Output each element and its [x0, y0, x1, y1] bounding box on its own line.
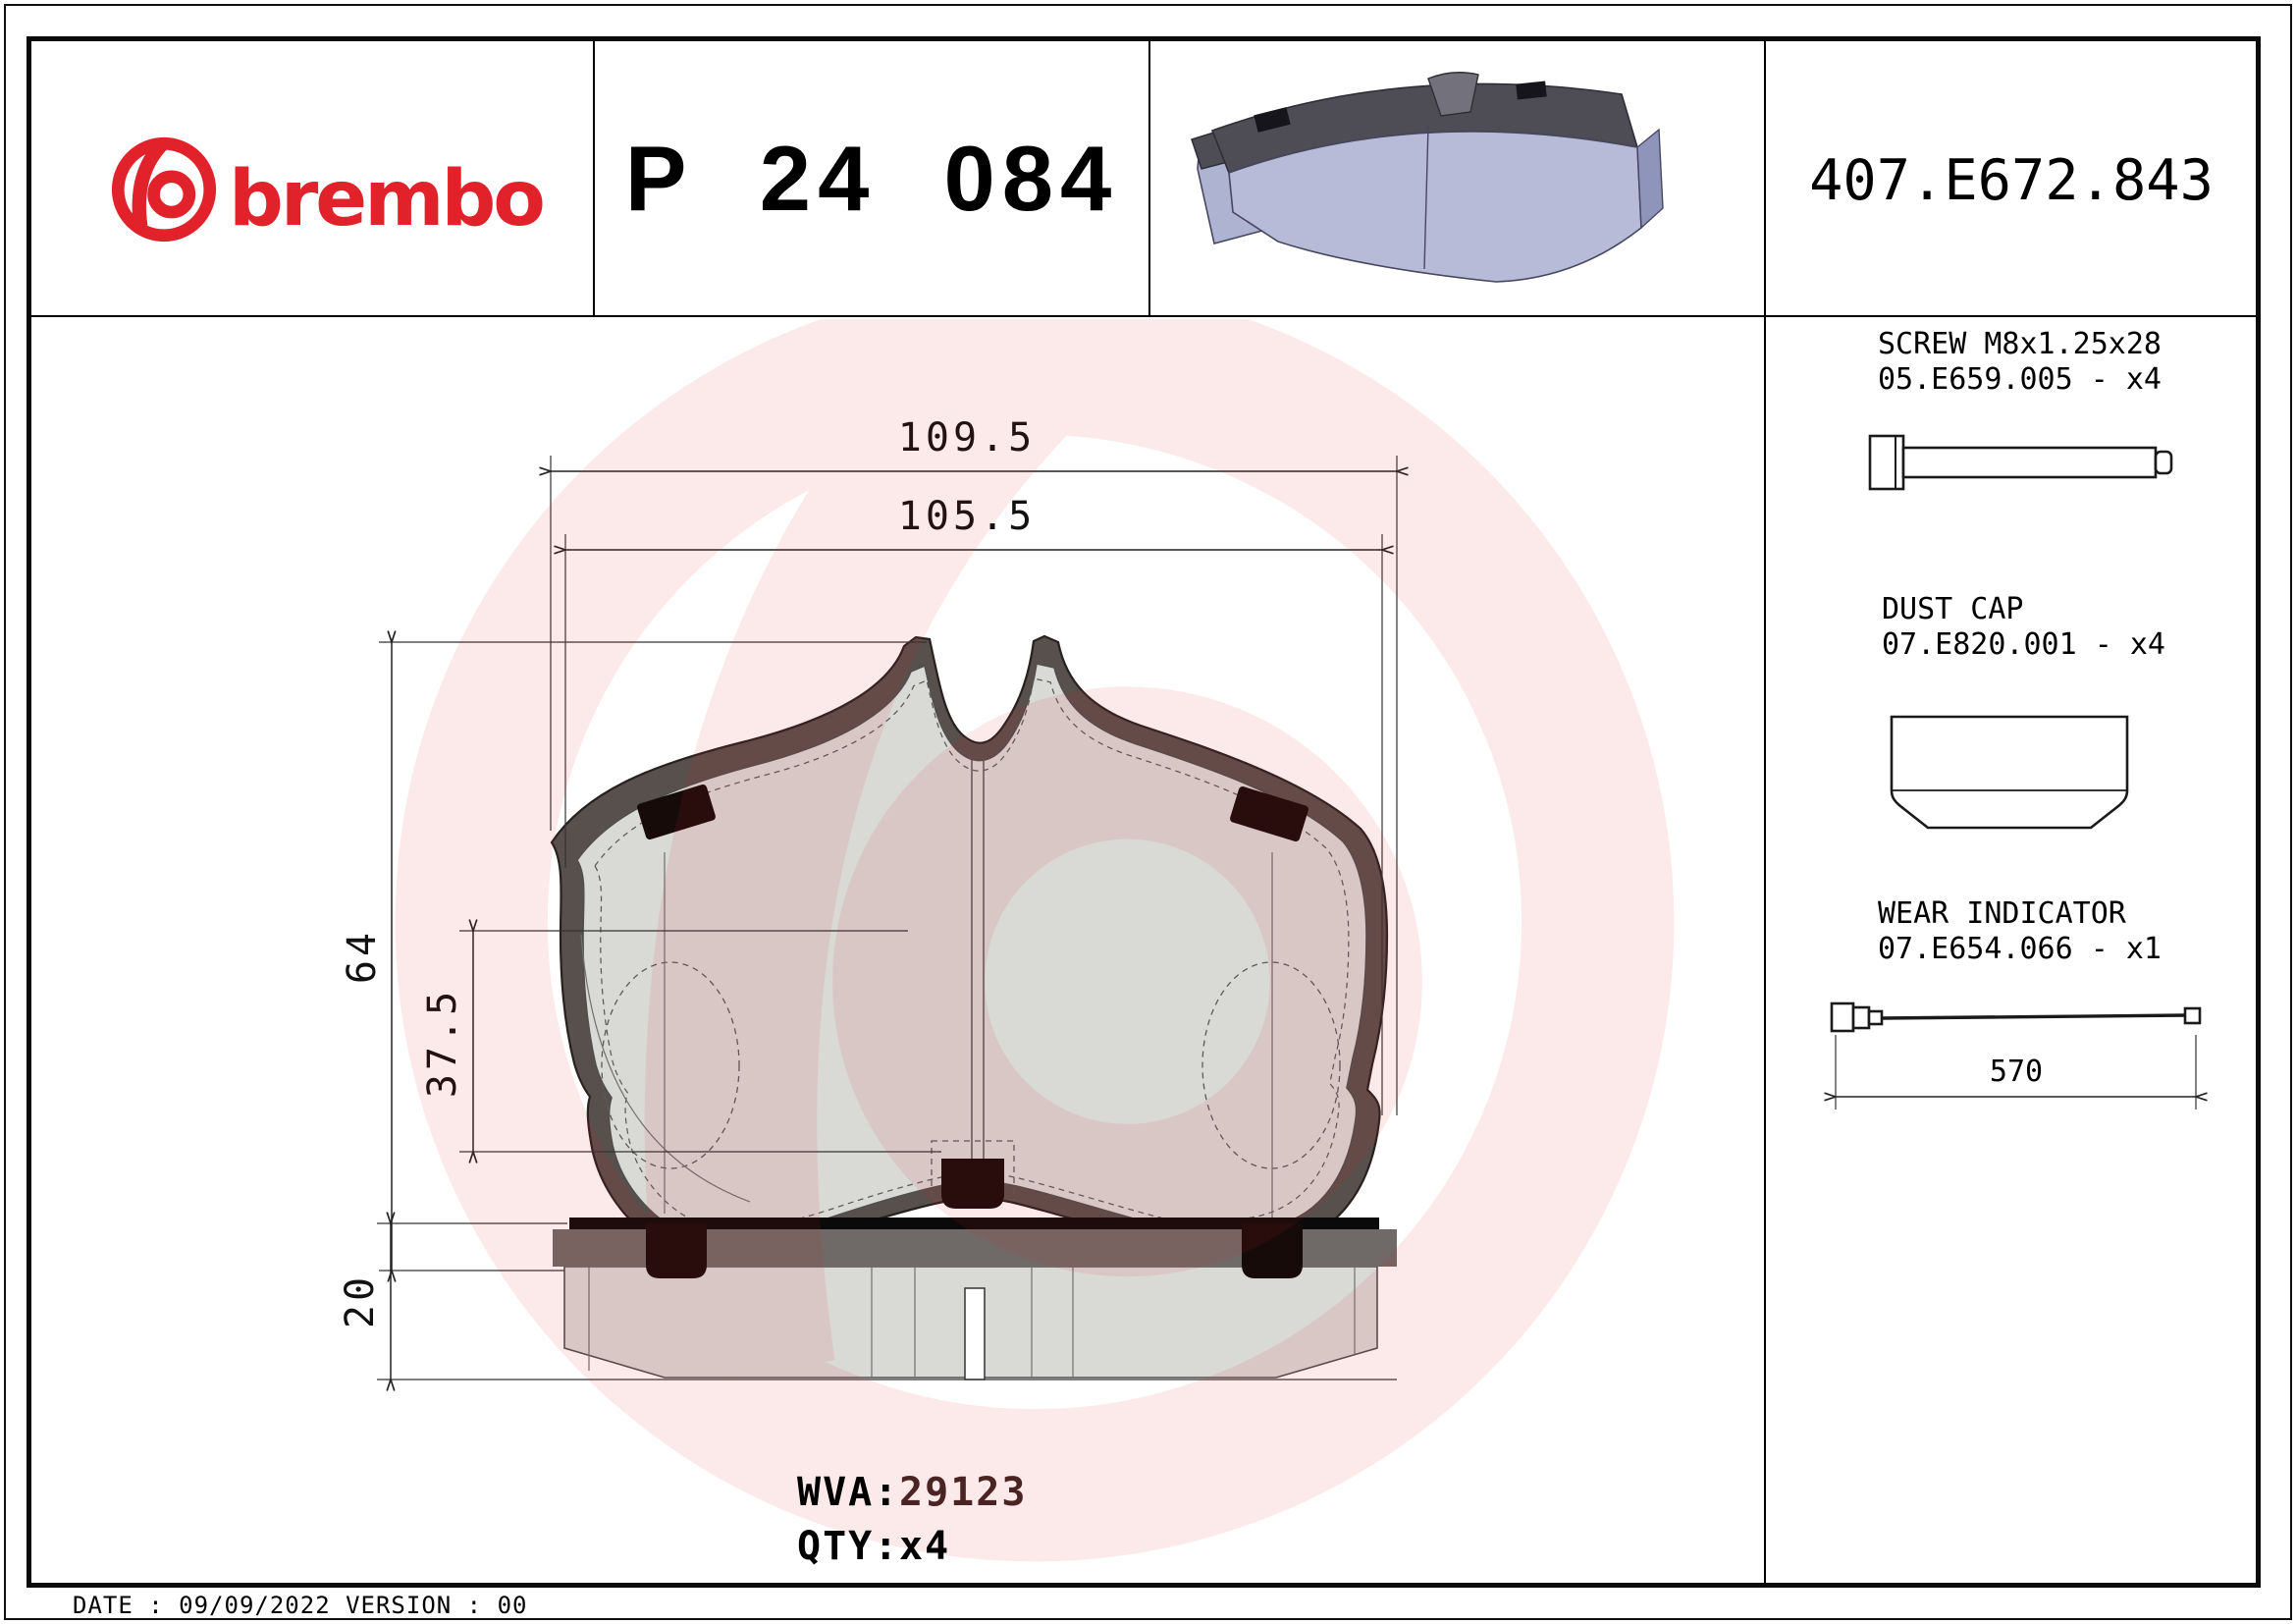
brand-wordmark: brembo [229, 155, 546, 244]
wear-indicator-drawing [1832, 1001, 2200, 1110]
dim-height-label: 64 [340, 929, 385, 984]
accessory-wear-indicator-code: 07.E654.066 - x1 [1878, 932, 2162, 966]
content-frame [27, 36, 2261, 1588]
date-version-line: DATE : 09/09/2022 VERSION : 00 [73, 1592, 528, 1619]
dim-thickness-label: 20 [338, 1273, 383, 1328]
qty-label: QTY: [797, 1524, 900, 1569]
screw-drawing [1868, 434, 2173, 491]
qty-value: x4 [899, 1524, 951, 1569]
pad-3d-image [1191, 72, 1664, 283]
wva-value: 29123 [899, 1470, 1028, 1515]
wva-label: WVA: [797, 1470, 900, 1515]
part-number: P 24 084 [624, 127, 1119, 230]
accessory-screw-name: SCREW M8x1.25x28 [1878, 327, 2162, 361]
header-cell-divider-2 [1148, 41, 1150, 315]
accessory-screw-code: 05.E659.005 - x4 [1878, 362, 2162, 397]
header-cell-divider-1 [593, 41, 595, 315]
catalog-code: 407.E672.843 [1809, 148, 2214, 213]
dim-wear-indicator-length-label: 570 [1989, 1055, 2044, 1089]
dust-cap-drawing [1890, 715, 2129, 830]
accessory-dust-cap-code: 07.E820.001 - x4 [1882, 627, 2165, 662]
page-border [4, 4, 2292, 1620]
header-divider [31, 315, 2256, 317]
accessories-panel-divider [1764, 41, 1766, 1583]
accessory-wear-indicator-name: WEAR INDICATOR [1878, 896, 2126, 931]
accessory-dust-cap-name: DUST CAP [1882, 592, 2024, 626]
